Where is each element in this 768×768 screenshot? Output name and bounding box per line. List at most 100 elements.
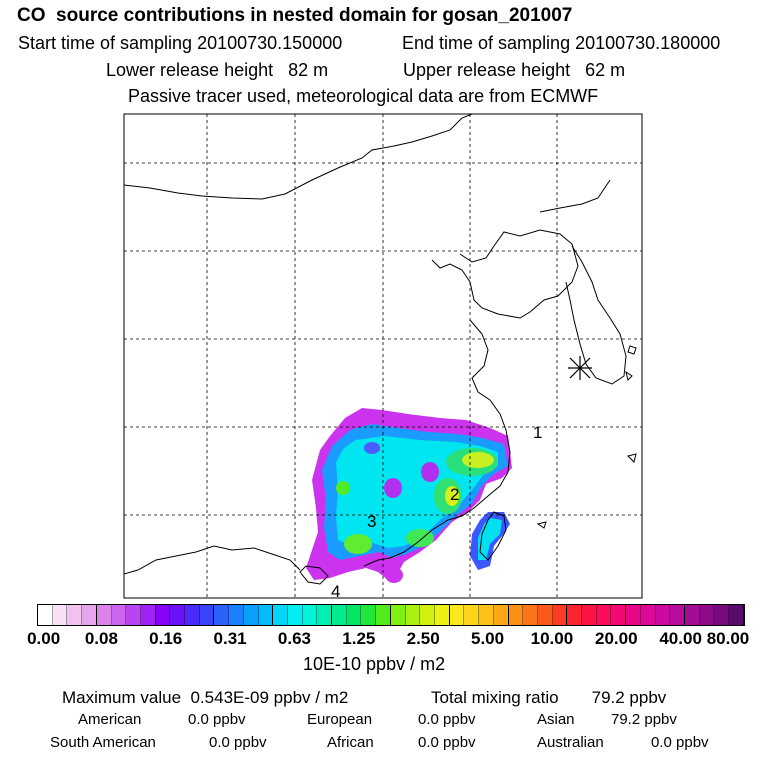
colorbar-segment [185,605,200,625]
region-label-3: 3 [367,512,376,531]
european-label: European [307,711,373,728]
coastline-south [124,545,301,575]
plume-hole-2 [421,462,439,482]
asian-label: Asian [537,711,575,728]
colorbar-segment [111,605,127,625]
colorbar-tick-label: 0.08 [84,629,118,648]
colorbar-segment [699,605,715,625]
colorbar-segment [655,605,671,625]
colorbar-segment [390,605,406,625]
colorbar-segment [96,605,112,625]
plume-green-5 [336,481,350,495]
coastline-north [124,114,473,200]
sampling-start: Start time of sampling 20100730.150000 [18,33,343,53]
max-value: Maximum value 0.543E-09 ppbv / m2 [62,688,349,707]
american-value: 0.0 ppbv [188,711,246,728]
african-label: African [327,734,374,751]
colorbar-segment [449,605,465,625]
colorbar-tick-label: 20.00 [594,629,638,648]
sampling-end: End time of sampling 20100730.180000 [402,33,721,53]
colorbar-segment [140,605,156,625]
coastline-islet-3 [627,453,637,463]
colorbar-tick-label: 2.50 [406,629,440,648]
colorbar-tick-label: 10.00 [530,629,574,648]
coastline-islet-4 [536,521,547,529]
colorbar-segment [714,605,730,625]
colorbar-segment [52,605,68,625]
south-american-value: 0.0 ppbv [209,734,267,751]
colorbar-segment [552,605,568,625]
colorbar-segment [155,605,171,625]
colorbar-unit: 10E-10 ppbv / m2 [303,654,446,674]
colorbar-segment [273,605,288,625]
map-frame [123,113,643,599]
colorbar-segment [126,605,141,625]
plume-hole-3 [364,442,380,454]
coastline-ne [539,179,611,213]
colorbar-tick-label: 0.31 [213,629,247,648]
region-label-1: 1 [533,423,542,442]
colorbar-segment [317,605,333,625]
colorbar-segment [729,605,744,625]
colorbar-segment [302,605,318,625]
american-label: American [78,711,142,728]
coastline-korea [565,245,627,385]
colorbar-segment [287,605,303,625]
region-label-2: 2 [450,485,459,504]
colorbar-segment [493,605,509,625]
colorbar-segment [405,605,421,625]
colorbar-tick-label: 1.25 [342,629,376,648]
colorbar-segment [523,605,538,625]
colorbar-segment [376,605,391,625]
colorbar-segment [640,605,656,625]
colorbar-tick-label: 40.00 [659,629,702,648]
colorbar-segment [332,605,347,625]
colorbar-segment [361,605,377,625]
colorbar-segment [611,605,627,625]
colorbar-segment [38,605,53,625]
coastline-islet-2 [625,370,633,381]
colorbar-segment [170,605,186,625]
colorbar-segment [479,605,494,625]
colorbar-segment [464,605,480,625]
coastline-taiwan [479,511,507,561]
coastline-hainan [299,565,329,585]
colorbar-segment [670,605,685,625]
coastline-bohai [363,319,511,567]
tracer-note: Passive tracer used, meteorological data… [128,86,599,106]
colorbar-segment [626,605,641,625]
colorbar-segment [684,605,700,625]
colorbar-segment [82,605,97,625]
colorbar-tick-label: 80.00 [706,629,750,648]
colorbar-segment [229,605,244,625]
plume-south [385,567,403,583]
colorbar-tick-label: 0.00 [27,629,61,648]
colorbar-segment [582,605,597,625]
colorbar-segment [214,605,230,625]
colorbar-segment [346,605,362,625]
colorbar-segment [596,605,612,625]
colorbar-segment [67,605,83,625]
australian-label: Australian [537,734,604,751]
colorbar-tick-label: 0.63 [277,629,311,648]
coastline-islet-1 [627,345,637,355]
plume-green-3 [344,534,372,554]
colorbar-tick-label: 0.16 [149,629,183,648]
colorbar-segment [567,605,583,625]
plot-title: CO source contributions in nested domain… [17,5,573,26]
australian-value: 0.0 ppbv [651,734,709,751]
total-mixing-ratio: Total mixing ratio 79.2 ppbv [431,688,667,707]
south-american-label: South American [50,734,156,751]
colorbar-segment [258,605,274,625]
receptor-star-icon [568,356,592,380]
lower-release-height: Lower release height 82 m [106,60,329,80]
colorbar-segment [199,605,215,625]
upper-release-height: Upper release height 62 m [403,60,626,80]
colorbar-segment [508,605,524,625]
african-value: 0.0 ppbv [418,734,476,751]
plume-hole-1 [384,478,402,498]
colorbar-segment [434,605,450,625]
plume-yellow-1 [462,452,494,468]
colorbar [37,604,745,626]
